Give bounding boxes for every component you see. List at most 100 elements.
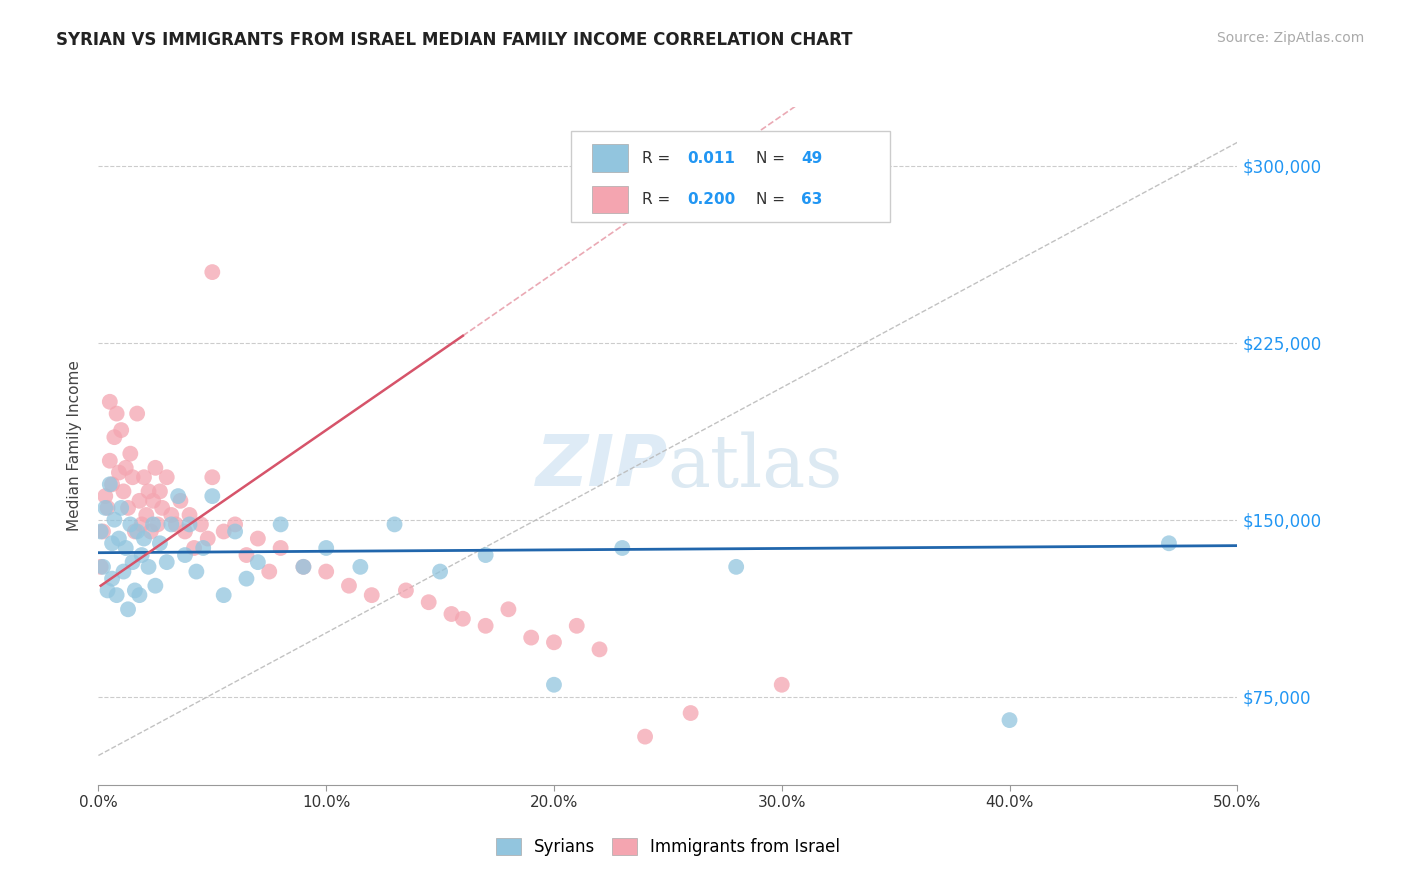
Text: Source: ZipAtlas.com: Source: ZipAtlas.com — [1216, 31, 1364, 45]
Point — [543, 678, 565, 692]
Point — [142, 493, 165, 508]
Point — [103, 513, 125, 527]
Point — [96, 500, 118, 515]
Point — [212, 524, 235, 539]
Point — [520, 631, 543, 645]
Point — [440, 607, 463, 621]
Point — [679, 706, 702, 720]
Point — [259, 565, 281, 579]
Point — [270, 541, 292, 555]
Bar — [592, 145, 628, 172]
Point — [1157, 536, 1180, 550]
Point — [292, 559, 315, 574]
Point — [201, 489, 224, 503]
Point — [395, 583, 418, 598]
Point — [91, 559, 114, 574]
Text: 0.011: 0.011 — [688, 151, 735, 166]
Point — [179, 508, 201, 522]
Point — [90, 524, 112, 539]
Point — [139, 524, 162, 539]
Point — [156, 470, 179, 484]
Point — [101, 536, 124, 550]
Point — [235, 548, 257, 562]
Point — [101, 572, 124, 586]
Text: ZIP: ZIP — [536, 432, 668, 500]
Point — [349, 559, 371, 574]
Point — [117, 602, 139, 616]
Point — [165, 517, 187, 532]
Point — [135, 508, 157, 522]
Point — [117, 500, 139, 515]
Point — [114, 541, 136, 555]
Point — [160, 517, 183, 532]
Text: 49: 49 — [801, 151, 823, 166]
Legend: Syrians, Immigrants from Israel: Syrians, Immigrants from Israel — [488, 830, 848, 864]
Text: SYRIAN VS IMMIGRANTS FROM ISRAEL MEDIAN FAMILY INCOME CORRELATION CHART: SYRIAN VS IMMIGRANTS FROM ISRAEL MEDIAN … — [56, 31, 853, 49]
Point — [105, 588, 128, 602]
Point — [98, 394, 121, 409]
Point — [612, 541, 634, 555]
Text: R =: R = — [641, 151, 675, 166]
Point — [197, 532, 219, 546]
Point — [246, 532, 269, 546]
Point — [169, 493, 191, 508]
Point — [127, 524, 149, 539]
Point — [212, 588, 235, 602]
Point — [174, 524, 197, 539]
Point — [292, 559, 315, 574]
Point — [96, 583, 118, 598]
Point — [498, 602, 520, 616]
Point — [145, 579, 167, 593]
FancyBboxPatch shape — [571, 131, 890, 222]
Point — [190, 517, 212, 532]
Point — [360, 588, 382, 602]
Point — [418, 595, 440, 609]
Point — [183, 541, 205, 555]
Point — [121, 555, 143, 569]
Point — [128, 493, 150, 508]
Point — [127, 407, 149, 421]
Point — [108, 532, 131, 546]
Point — [149, 536, 172, 550]
Point — [150, 500, 173, 515]
Point — [474, 619, 496, 633]
Bar — [592, 186, 628, 213]
Point — [108, 466, 131, 480]
Text: N =: N = — [755, 192, 789, 207]
Point — [112, 565, 135, 579]
Point — [474, 548, 496, 562]
Point — [235, 572, 257, 586]
Point — [167, 489, 190, 503]
Point — [120, 447, 142, 461]
Point — [201, 265, 224, 279]
Point — [337, 579, 360, 593]
Point — [156, 555, 179, 569]
Y-axis label: Median Family Income: Median Family Income — [67, 360, 83, 532]
Point — [201, 470, 224, 484]
Text: R =: R = — [641, 192, 675, 207]
Point — [131, 517, 153, 532]
Point — [105, 407, 128, 421]
Point — [451, 612, 474, 626]
Point — [315, 541, 337, 555]
Point — [101, 477, 124, 491]
Point — [103, 430, 125, 444]
Point — [179, 517, 201, 532]
Point — [91, 524, 114, 539]
Point — [384, 517, 406, 532]
Point — [124, 524, 146, 539]
Point — [124, 583, 146, 598]
Point — [128, 588, 150, 602]
Point — [110, 423, 132, 437]
Text: N =: N = — [755, 151, 789, 166]
Text: 63: 63 — [801, 192, 823, 207]
Point — [270, 517, 292, 532]
Point — [98, 454, 121, 468]
Point — [142, 517, 165, 532]
Text: atlas: atlas — [668, 431, 844, 501]
Point — [121, 470, 143, 484]
Point — [114, 460, 136, 475]
Point — [634, 730, 657, 744]
Point — [110, 500, 132, 515]
Point — [160, 508, 183, 522]
